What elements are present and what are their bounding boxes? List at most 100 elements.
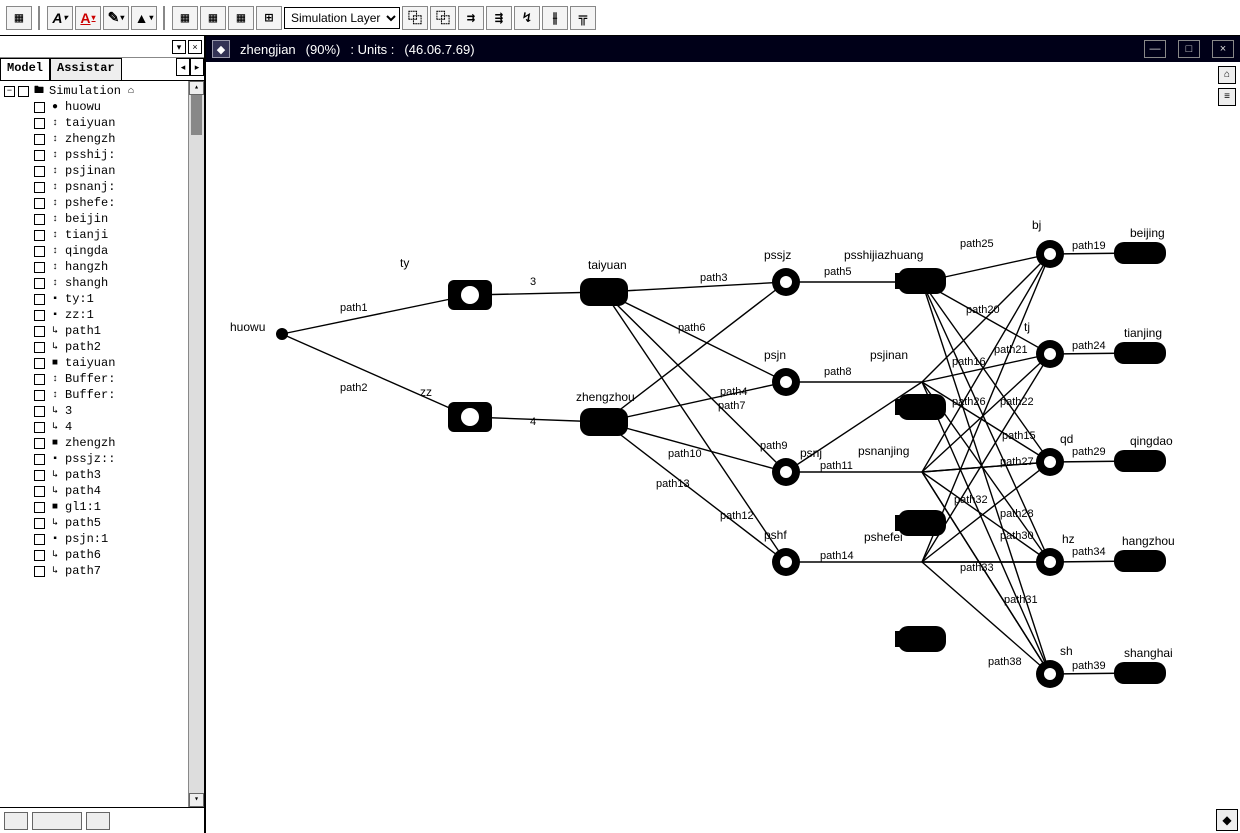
tree-checkbox[interactable] bbox=[34, 198, 45, 209]
tree-checkbox[interactable] bbox=[34, 230, 45, 241]
diagram-node-pshf[interactable] bbox=[772, 548, 800, 576]
diagram-node-hangzhou[interactable] bbox=[1114, 550, 1166, 572]
tree-item[interactable]: ↕tianji bbox=[4, 227, 204, 243]
tree-item[interactable]: ↕zhengzh bbox=[4, 131, 204, 147]
diagram-node-psnj[interactable] bbox=[772, 458, 800, 486]
diagram-node-tj[interactable] bbox=[1036, 340, 1064, 368]
tree-checkbox[interactable] bbox=[34, 358, 45, 369]
panel-menu-icon[interactable]: ▾ bbox=[172, 40, 186, 54]
tab-assistant[interactable]: Assistar bbox=[50, 58, 122, 80]
diagram-node-psnanjing[interactable] bbox=[898, 510, 946, 536]
tree-item[interactable]: ↕psnanj: bbox=[4, 179, 204, 195]
tree-item[interactable]: ↕taiyuan bbox=[4, 115, 204, 131]
diagram-node-psjn[interactable] bbox=[772, 368, 800, 396]
tree-item[interactable]: ■taiyuan bbox=[4, 355, 204, 371]
tree-checkbox[interactable] bbox=[34, 486, 45, 497]
tool-button-1[interactable]: ⿻ bbox=[402, 6, 428, 30]
tab-scroll-right-icon[interactable]: ▸ bbox=[190, 58, 204, 76]
scroll-down-icon[interactable]: ▾ bbox=[189, 793, 204, 807]
tree-checkbox[interactable] bbox=[34, 102, 45, 113]
tree-checkbox[interactable] bbox=[34, 294, 45, 305]
tree-checkbox[interactable] bbox=[34, 422, 45, 433]
tree-checkbox[interactable] bbox=[34, 134, 45, 145]
canvas-corner-icon[interactable]: ◆ bbox=[1216, 809, 1238, 831]
layer-dropdown[interactable]: Simulation Layer bbox=[284, 7, 400, 29]
diagram-node-ty[interactable] bbox=[448, 280, 492, 310]
minimize-button[interactable]: — bbox=[1144, 40, 1166, 58]
grid-button-1[interactable]: ▦ bbox=[172, 6, 198, 30]
diagram-node-beijing[interactable] bbox=[1114, 242, 1166, 264]
diagram-node-zhengzhou[interactable] bbox=[580, 408, 628, 436]
tool-button-4[interactable]: ⇶ bbox=[486, 6, 512, 30]
tree-item[interactable]: ↳path6 bbox=[4, 547, 204, 563]
tree-checkbox[interactable] bbox=[34, 150, 45, 161]
tree-item[interactable]: ↕pshefe: bbox=[4, 195, 204, 211]
tree-checkbox[interactable] bbox=[34, 390, 45, 401]
tool-button-6[interactable]: ⫲ bbox=[542, 6, 568, 30]
footer-button[interactable] bbox=[32, 812, 82, 830]
tree-item[interactable]: ↕Buffer: bbox=[4, 371, 204, 387]
tree-checkbox[interactable] bbox=[34, 214, 45, 225]
tree-checkbox[interactable] bbox=[34, 262, 45, 273]
tree-checkbox[interactable] bbox=[34, 502, 45, 513]
tree-item[interactable]: ■zhengzh bbox=[4, 435, 204, 451]
tree-checkbox[interactable] bbox=[34, 534, 45, 545]
font-style-button[interactable]: A▾ bbox=[47, 6, 73, 30]
collapse-icon[interactable]: − bbox=[4, 86, 15, 97]
tree-checkbox[interactable] bbox=[34, 182, 45, 193]
close-button[interactable]: × bbox=[1212, 40, 1234, 58]
diagram-node-psshijiazhuang[interactable] bbox=[898, 268, 946, 294]
footer-button[interactable] bbox=[86, 812, 110, 830]
tool-button-3[interactable]: ⇉ bbox=[458, 6, 484, 30]
tree-item[interactable]: ↕qingda bbox=[4, 243, 204, 259]
font-color-button[interactable]: A▾ bbox=[75, 6, 101, 30]
tree-item[interactable]: ▪pssjz:: bbox=[4, 451, 204, 467]
tree-checkbox[interactable] bbox=[34, 518, 45, 529]
tree-checkbox[interactable] bbox=[34, 246, 45, 257]
diagram-node-taiyuan[interactable] bbox=[580, 278, 628, 306]
diagram-node-sh[interactable] bbox=[1036, 660, 1064, 688]
tree-item[interactable]: ●huowu bbox=[4, 99, 204, 115]
tree-checkbox[interactable] bbox=[34, 566, 45, 577]
tree-checkbox[interactable] bbox=[34, 470, 45, 481]
panel-close-icon[interactable]: × bbox=[188, 40, 202, 54]
tree-item[interactable]: ↕psjinan bbox=[4, 163, 204, 179]
tree-checkbox[interactable] bbox=[34, 166, 45, 177]
home-icon[interactable]: ⌂ bbox=[124, 85, 138, 97]
tree-item[interactable]: ↳path2 bbox=[4, 339, 204, 355]
tree-item[interactable]: ↳4 bbox=[4, 419, 204, 435]
tree-item[interactable]: ▪ty:1 bbox=[4, 291, 204, 307]
diagram-canvas[interactable]: ⌂ ≡ huowutyzztaiyuanzhengzhoupssjzpsjnps… bbox=[206, 62, 1240, 833]
footer-button[interactable] bbox=[4, 812, 28, 830]
tree-item[interactable]: ↕psshij: bbox=[4, 147, 204, 163]
tree-scrollbar[interactable]: ▴ ▾ bbox=[188, 81, 204, 807]
tree-checkbox[interactable] bbox=[34, 550, 45, 561]
diagram-node-bj[interactable] bbox=[1036, 240, 1064, 268]
tree-item[interactable]: ↕beijin bbox=[4, 211, 204, 227]
tree-checkbox[interactable] bbox=[34, 326, 45, 337]
tree-item[interactable]: ▪psjn:1 bbox=[4, 531, 204, 547]
tree-checkbox[interactable] bbox=[34, 310, 45, 321]
diagram-node-tianjing[interactable] bbox=[1114, 342, 1166, 364]
canvas-list-icon[interactable]: ≡ bbox=[1218, 88, 1236, 106]
highlight-button[interactable]: ✎▾ bbox=[103, 6, 129, 30]
tree-item[interactable]: ↳path3 bbox=[4, 467, 204, 483]
tree-item[interactable]: ■gl1:1 bbox=[4, 499, 204, 515]
format-icon[interactable]: ▦ bbox=[6, 6, 32, 30]
tree-item[interactable]: ↳path7 bbox=[4, 563, 204, 579]
diagram-node-hz[interactable] bbox=[1036, 548, 1064, 576]
diagram-node-qd[interactable] bbox=[1036, 448, 1064, 476]
tree-item[interactable]: ↕hangzh bbox=[4, 259, 204, 275]
diagram-node-huowu[interactable] bbox=[276, 328, 288, 340]
tree-item[interactable]: ▪zz:1 bbox=[4, 307, 204, 323]
tree-item[interactable]: ↕Buffer: bbox=[4, 387, 204, 403]
tree-item[interactable]: ↳path5 bbox=[4, 515, 204, 531]
scroll-up-icon[interactable]: ▴ bbox=[189, 81, 204, 95]
tree-checkbox[interactable] bbox=[34, 278, 45, 289]
tree-item[interactable]: ↕shangh bbox=[4, 275, 204, 291]
scroll-thumb[interactable] bbox=[191, 95, 202, 135]
maximize-button[interactable]: □ bbox=[1178, 40, 1200, 58]
grid-button-4[interactable]: ⊞ bbox=[256, 6, 282, 30]
diagram-node-pssjz[interactable] bbox=[772, 268, 800, 296]
tab-scroll-left-icon[interactable]: ◂ bbox=[176, 58, 190, 76]
